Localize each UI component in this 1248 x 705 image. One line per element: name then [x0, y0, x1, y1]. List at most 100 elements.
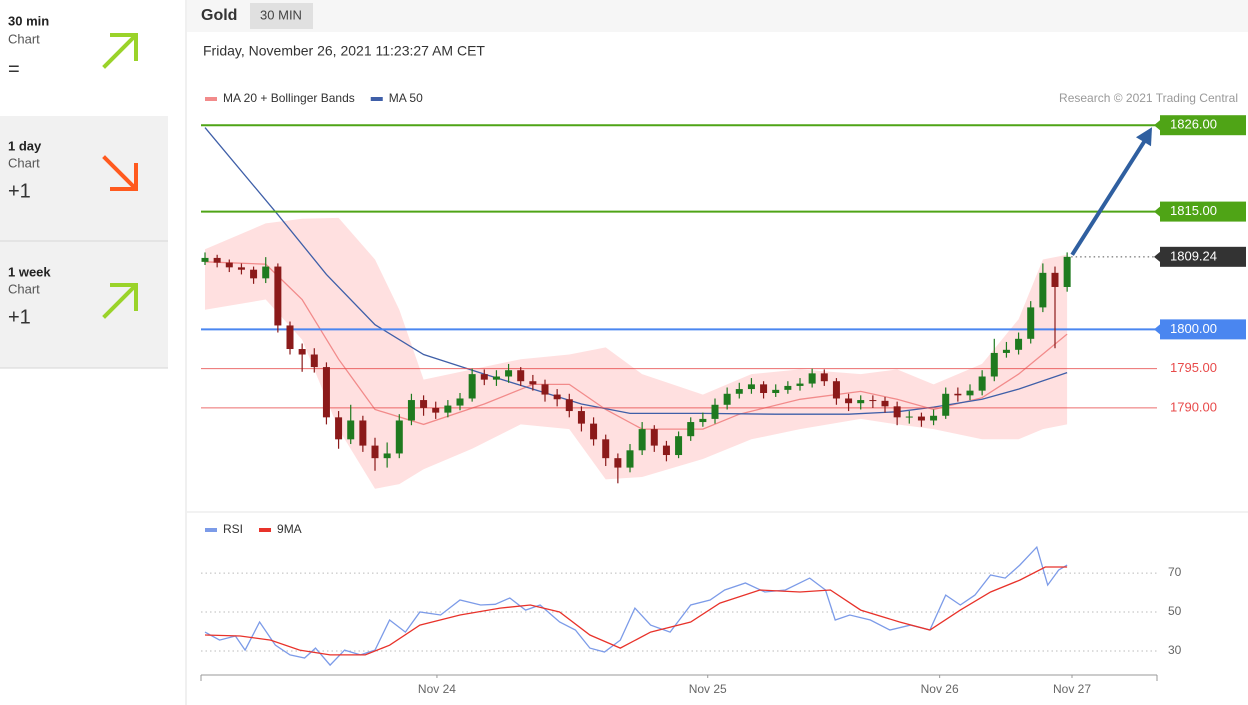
- candle-body: [553, 394, 561, 400]
- candle-body: [760, 384, 768, 393]
- candle-body: [675, 436, 683, 456]
- candle-body: [687, 422, 695, 437]
- level-label: 1809.24: [1170, 248, 1217, 263]
- candle-body: [274, 266, 282, 326]
- candle-body: [371, 445, 379, 459]
- candle-body: [990, 352, 998, 377]
- candle-body: [638, 429, 646, 451]
- level-label: 1800.00: [1170, 321, 1217, 336]
- target-arrow: [1070, 136, 1149, 256]
- candle-body: [723, 393, 731, 405]
- signal: +1: [8, 180, 31, 202]
- candle-body: [978, 376, 986, 391]
- candle-body: [869, 400, 877, 402]
- candle-body: [225, 262, 233, 268]
- sidebar-panel[interactable]: [0, 116, 168, 241]
- x-tick-label: Nov 25: [689, 682, 727, 696]
- candle-body: [820, 373, 828, 382]
- level-box-tip: [1154, 206, 1160, 217]
- candle-body: [784, 385, 792, 390]
- candle-body: [432, 407, 440, 413]
- label: Chart: [8, 155, 40, 170]
- sidebar: 30 min Chart = 1 day Chart +1 1 week Cha…: [0, 0, 168, 369]
- candle-body: [395, 420, 403, 454]
- candle-body: [735, 389, 743, 394]
- candle-body: [347, 420, 355, 440]
- candle-body: [930, 415, 938, 421]
- candle-body: [480, 374, 488, 380]
- candle-body: [808, 373, 816, 384]
- arrow-up-icon: [102, 33, 138, 69]
- legend-swatch: [370, 97, 383, 101]
- candle-body: [383, 453, 391, 459]
- signal: +1: [8, 306, 31, 328]
- candle-body: [577, 411, 585, 424]
- ma-line: [204, 127, 1068, 415]
- candle-body: [541, 384, 549, 395]
- sidebar-panel[interactable]: [0, 241, 168, 368]
- candle-body: [213, 257, 221, 263]
- instrument: Gold: [201, 7, 237, 24]
- candle-body: [298, 349, 306, 355]
- level-label: 1826.00: [1170, 117, 1217, 132]
- legend-swatch: [259, 528, 272, 532]
- candle-body: [529, 381, 537, 385]
- period: 1 week: [8, 264, 51, 279]
- candle-body: [602, 439, 610, 459]
- timeframe-tag[interactable]: [250, 3, 313, 29]
- legend-label: MA 20 + Bollinger Bands: [223, 91, 355, 105]
- legend-label: RSI: [223, 522, 243, 536]
- x-tick-label: Nov 24: [418, 682, 456, 696]
- level-label: 1795.00: [1170, 360, 1217, 375]
- indicator-line: [204, 545, 1068, 667]
- candle-body: [505, 370, 513, 377]
- legend-label: 9MA: [277, 522, 302, 536]
- candle-body: [893, 406, 901, 418]
- target-arrow-head: [1136, 127, 1152, 147]
- candle-body: [614, 458, 622, 468]
- y-tick-label: 50: [1168, 604, 1182, 618]
- candle-body: [845, 398, 853, 404]
- candle-body: [905, 416, 913, 418]
- candle-body: [699, 418, 707, 423]
- x-tick-label: Nov 27: [1053, 682, 1091, 696]
- legend-label: MA 50: [389, 91, 423, 105]
- level-box: [1160, 246, 1246, 267]
- candle-body: [954, 393, 962, 396]
- level-box: [1160, 115, 1246, 136]
- period: 1 day: [8, 138, 42, 153]
- indicator-line: [204, 566, 1068, 656]
- header-bar: [187, 0, 1248, 32]
- candle-body: [942, 393, 950, 416]
- label: Chart: [8, 31, 40, 46]
- candle-body: [1039, 272, 1047, 308]
- candle-body: [796, 383, 804, 386]
- candle-body: [286, 325, 294, 350]
- candle-body: [201, 257, 209, 262]
- label: Chart: [8, 281, 40, 296]
- candle-body: [747, 384, 755, 390]
- candle-body: [407, 400, 415, 421]
- candle-body: [262, 266, 270, 279]
- credit: Research © 2021 Trading Central: [1059, 91, 1238, 105]
- arrow-up-icon: [102, 283, 138, 319]
- period: 30 min: [8, 13, 49, 28]
- candle-body: [590, 423, 598, 440]
- level-box: [1160, 319, 1246, 340]
- candle-body: [517, 370, 525, 382]
- y-tick-label: 30: [1168, 643, 1182, 657]
- candle-body: [456, 398, 464, 406]
- candle-body: [310, 354, 318, 368]
- candle-body: [250, 269, 258, 279]
- sidebar-panel[interactable]: [0, 0, 168, 116]
- level-box-tip: [1154, 120, 1160, 131]
- candle-body: [237, 267, 245, 270]
- level-box-tip: [1154, 324, 1160, 335]
- candle-body: [626, 450, 634, 468]
- candle-body: [857, 400, 865, 404]
- candle-body: [1002, 349, 1010, 353]
- candle-body: [772, 389, 780, 393]
- candle-body: [492, 376, 500, 380]
- level-box: [1160, 201, 1246, 222]
